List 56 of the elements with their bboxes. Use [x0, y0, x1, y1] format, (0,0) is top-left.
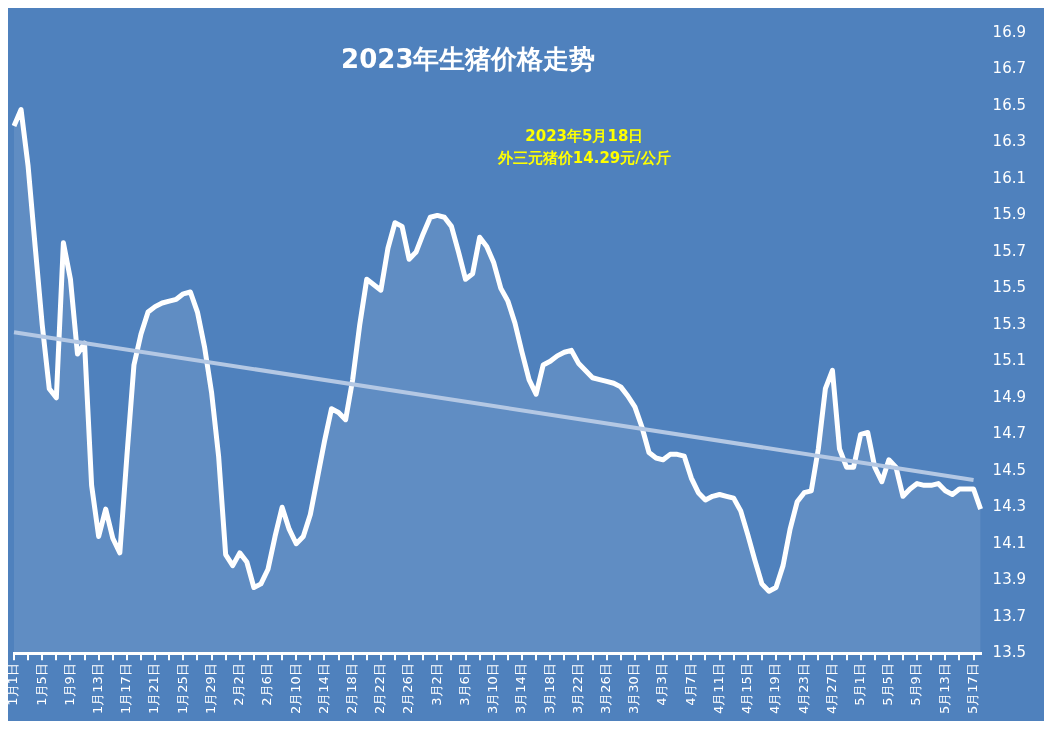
- y-tick-label: 14.5: [992, 460, 1027, 479]
- annotation: 2023年5月18日: [525, 126, 644, 145]
- x-tick-label: 1月1日: [5, 663, 21, 706]
- y-tick-label: 15.3: [992, 314, 1027, 333]
- x-tick-label: 1月9日: [61, 663, 77, 706]
- x-tick-label: 2月2日: [231, 663, 247, 706]
- text: 2023年生猪价格走势: [341, 43, 596, 74]
- x-tick-label: 3月6日: [456, 663, 472, 706]
- x-tick-label: 1月25日: [174, 663, 190, 715]
- x-tick-label: 1月17日: [118, 663, 134, 715]
- y-tick-label: 15.7: [992, 241, 1027, 260]
- x-tick-label: 4月3日: [654, 663, 670, 706]
- y-tick-label: 14.7: [992, 424, 1027, 443]
- y-tick-label: 14.3: [992, 497, 1027, 516]
- x-tick-label: 5月9日: [908, 663, 924, 706]
- y-tick-label: 14.1: [992, 533, 1027, 552]
- x-tick-label: 1月13日: [90, 663, 106, 715]
- x-tick-label: 4月23日: [795, 663, 811, 715]
- x-tick-label: 2月18日: [344, 663, 360, 715]
- x-tick-label: 4月7日: [682, 663, 698, 706]
- x-tick-label: 4月15日: [739, 663, 755, 715]
- x-tick-label: 4月11日: [710, 663, 726, 715]
- x-tick-label: 2月26日: [400, 663, 416, 715]
- y-tick-label: 16.5: [992, 95, 1027, 114]
- y-tick-label: 16.7: [992, 59, 1027, 78]
- x-tick-label: 2月22日: [372, 663, 388, 715]
- y-tick-label: 15.1: [992, 351, 1027, 370]
- x-tick-label: 2月14日: [315, 663, 331, 715]
- x-tick-label: 5月1日: [852, 663, 868, 706]
- x-tick-label: 3月18日: [541, 663, 557, 715]
- annotation: 外三元猪价14.29元/公斤: [496, 148, 671, 167]
- x-tick-label: 3月2日: [428, 663, 444, 706]
- x-tick-label: 5月5日: [880, 663, 896, 706]
- x-tick-label: 3月26日: [598, 663, 614, 715]
- x-tick-label: 2月6日: [259, 663, 275, 706]
- y-tick-label: 14.9: [992, 387, 1027, 406]
- x-tick-label: 1月5日: [33, 663, 49, 706]
- y-tick-label: 16.1: [992, 168, 1027, 187]
- y-tick-label: 15.5: [992, 278, 1027, 297]
- x-tick-label: 5月13日: [936, 663, 952, 715]
- y-tick-label: 16.9: [992, 22, 1027, 41]
- y-tick-label: 15.9: [992, 205, 1027, 224]
- x-tick-label: 3月22日: [569, 663, 585, 715]
- x-tick-label: 1月21日: [146, 663, 162, 715]
- x-tick-label: 3月10日: [485, 663, 501, 715]
- x-tick-label: 4月19日: [767, 663, 783, 715]
- x-tick-label: 3月14日: [513, 663, 529, 715]
- x-tick-label: 2月10日: [287, 663, 303, 715]
- x-tick-label: 5月17日: [964, 663, 980, 715]
- y-tick-label: 13.7: [992, 606, 1027, 625]
- x-tick-label: 4月27日: [823, 663, 839, 715]
- y-tick-label: 16.3: [992, 132, 1027, 151]
- y-tick-label: 13.5: [992, 643, 1027, 662]
- x-tick-label: 3月30日: [626, 663, 642, 715]
- y-tick-label: 13.9: [992, 570, 1027, 589]
- x-tick-label: 1月29日: [202, 663, 218, 715]
